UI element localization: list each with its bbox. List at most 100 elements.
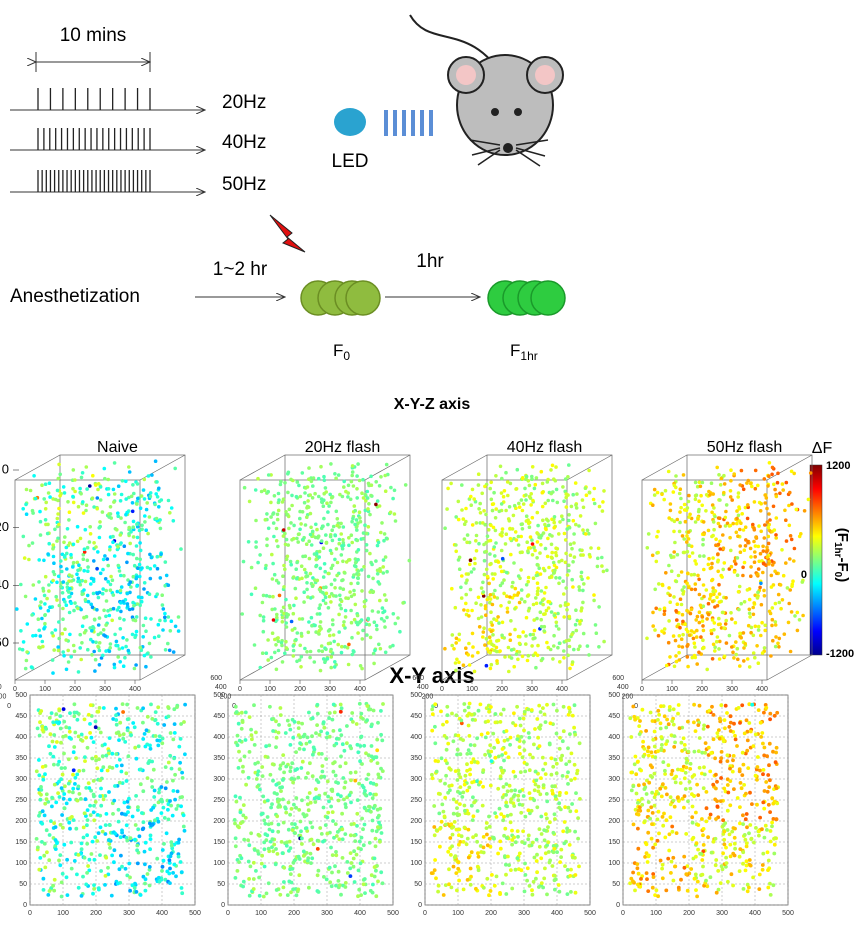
dot — [519, 724, 523, 728]
dot — [497, 755, 501, 759]
dot — [168, 799, 172, 803]
dot — [527, 546, 531, 550]
dot — [113, 492, 117, 496]
dot — [488, 754, 492, 758]
dot — [376, 544, 380, 548]
dot — [756, 484, 760, 488]
dot — [322, 575, 326, 579]
dot — [474, 887, 478, 891]
dot — [698, 593, 702, 597]
dot — [539, 572, 543, 576]
x-tick-label: 500 — [584, 910, 596, 917]
x-tick-label: 300 — [99, 686, 111, 693]
dot — [274, 783, 278, 787]
dot — [324, 602, 328, 606]
dot — [733, 827, 737, 831]
dot — [574, 809, 578, 813]
dot — [676, 712, 680, 716]
dot — [261, 601, 265, 605]
dot — [26, 622, 30, 626]
dot — [508, 519, 512, 523]
dot — [89, 813, 93, 817]
dot — [531, 756, 535, 760]
dot — [96, 496, 100, 500]
dot — [680, 637, 684, 641]
dot — [503, 489, 507, 493]
dot — [240, 856, 244, 860]
dot — [160, 811, 164, 815]
dot — [506, 814, 510, 818]
dot — [482, 886, 486, 890]
dot — [43, 842, 47, 846]
dot — [299, 495, 303, 499]
dot — [170, 506, 174, 510]
dot — [57, 477, 61, 481]
dot — [512, 561, 516, 565]
dot — [335, 737, 339, 741]
dot — [281, 574, 285, 578]
dot — [739, 602, 743, 606]
dot — [279, 706, 283, 710]
dot — [545, 641, 549, 645]
dot — [268, 705, 272, 709]
dot — [774, 533, 778, 537]
dot — [77, 670, 81, 674]
dot — [47, 589, 51, 593]
x-tick-label: 400 — [756, 686, 768, 693]
dot — [276, 852, 280, 856]
dot — [240, 727, 244, 731]
dot — [667, 564, 671, 568]
y-tick-label: 150 — [213, 839, 225, 846]
dot — [674, 609, 678, 613]
dot — [166, 705, 170, 709]
dot — [326, 811, 330, 815]
dot — [322, 657, 326, 661]
dot — [799, 532, 803, 536]
dot — [637, 783, 641, 787]
dot — [372, 652, 376, 656]
dot — [332, 729, 336, 733]
dot — [149, 577, 153, 581]
dot — [468, 702, 472, 706]
dot — [355, 853, 359, 857]
dot — [321, 650, 325, 654]
dot — [148, 553, 152, 557]
dot — [490, 759, 494, 763]
dot — [686, 572, 690, 576]
dot — [697, 651, 701, 655]
dot — [719, 756, 723, 760]
dot — [77, 785, 81, 789]
dot — [452, 798, 456, 802]
dot — [292, 654, 296, 658]
dot — [267, 744, 271, 748]
dot — [511, 721, 515, 725]
dot — [717, 583, 721, 587]
dot — [250, 566, 254, 570]
dot — [136, 602, 140, 606]
dot — [465, 842, 469, 846]
dot — [460, 795, 464, 799]
dot — [313, 552, 317, 556]
dot — [57, 709, 61, 713]
dot — [250, 733, 254, 737]
dot — [73, 731, 77, 735]
dot — [356, 743, 360, 747]
dot — [757, 628, 761, 632]
dot — [19, 583, 23, 587]
dot — [460, 508, 464, 512]
dot — [71, 487, 75, 491]
dot — [445, 507, 449, 511]
dot — [528, 525, 532, 529]
dot — [773, 714, 777, 718]
dot — [322, 504, 326, 508]
dot — [586, 576, 590, 580]
dot — [48, 889, 52, 893]
dot — [745, 825, 749, 829]
dot — [339, 733, 343, 737]
dot — [124, 645, 128, 649]
dot — [131, 815, 135, 819]
y-tick-label: 400 — [417, 684, 429, 691]
dot — [736, 573, 740, 577]
f1-base: F — [510, 341, 520, 360]
dot — [467, 614, 471, 618]
